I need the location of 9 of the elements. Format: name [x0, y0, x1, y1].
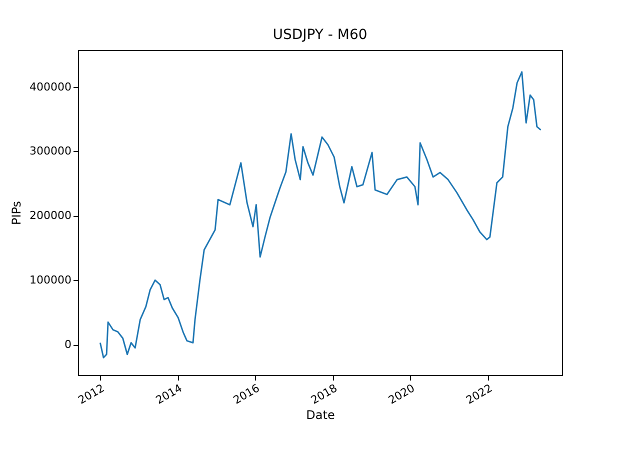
y-axis-title: PIPs: [10, 200, 24, 226]
y-tick-label: 200000: [30, 209, 72, 222]
line-series: [99, 71, 542, 358]
chart-title: USDJPY - M60: [272, 27, 368, 43]
y-tick-label: 0: [64, 338, 72, 352]
y-tick-label: 100000: [30, 274, 72, 287]
y-tick-label: 300000: [30, 144, 72, 158]
y-tick-label: 400000: [30, 80, 72, 94]
x-axis-title: Date: [306, 408, 335, 422]
